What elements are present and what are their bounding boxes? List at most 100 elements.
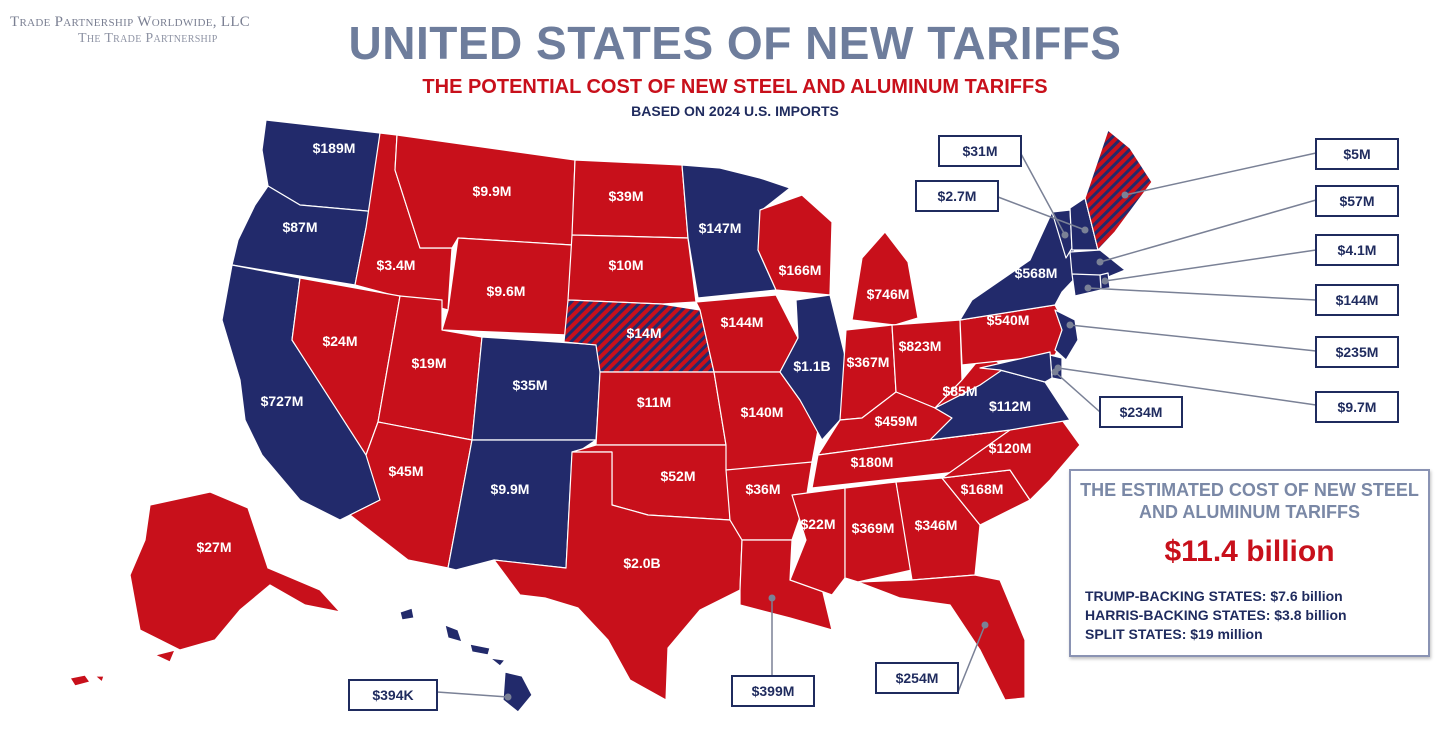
summary-box: THE ESTIMATED COST OF NEW STEEL AND ALUM…: [1069, 469, 1430, 657]
state-ak: [129, 491, 341, 651]
callout-leader-nh: [997, 196, 1086, 231]
callout-value-ct: $144M: [1336, 292, 1379, 308]
island-shape: [69, 674, 91, 687]
state-value-nm: $9.9M: [491, 481, 530, 497]
state-value-ny: $568M: [1015, 265, 1058, 281]
state-value-mi: $746M: [867, 286, 910, 302]
callout-leader-hi: [436, 691, 509, 698]
callout-dot-nh: [1081, 226, 1089, 234]
summary-line-split: SPLIT STATES: $19 million: [1085, 626, 1263, 642]
summary-line-harris: HARRIS-BACKING STATES: $3.8 billion: [1085, 607, 1347, 623]
callout-leader-md: [1054, 371, 1101, 413]
island-shape: [94, 675, 105, 683]
summary-line-trump: TRUMP-BACKING STATES: $7.6 billion: [1085, 588, 1343, 604]
state-value-ak: $27M: [196, 539, 231, 555]
island-shape: [399, 607, 415, 621]
state-value-va: $112M: [989, 398, 1031, 414]
callout-box-md: [1099, 396, 1183, 428]
callout-dot-ct: [1084, 284, 1092, 292]
state-value-mt: $9.9M: [473, 183, 512, 199]
state-ia: [695, 294, 799, 373]
data-basis-note: BASED ON 2024 U.S. IMPORTS: [631, 103, 839, 119]
state-value-al: $369M: [852, 520, 895, 536]
callout-box-de: [1315, 391, 1399, 423]
callout-box-hi: [348, 679, 438, 711]
state-value-mn: $147M: [699, 220, 742, 236]
state-value-wy: $9.6M: [487, 283, 526, 299]
state-value-wi: $166M: [779, 262, 822, 278]
state-value-ar: $36M: [745, 481, 780, 497]
state-value-or: $87M: [282, 219, 317, 235]
state-al: [844, 481, 913, 583]
state-value-ne: $14M: [626, 325, 661, 341]
callout-value-hi: $394K: [372, 687, 413, 703]
state-mi: [851, 231, 919, 326]
state-il: [779, 294, 847, 441]
callout-value-ma: $57M: [1339, 193, 1374, 209]
state-value-tn: $180M: [851, 454, 894, 470]
state-me: [1084, 129, 1153, 251]
callout-leader-ct: [1087, 287, 1317, 301]
callout-box-fl: [875, 662, 959, 694]
callout-dot-me: [1121, 191, 1129, 199]
state-value-co: $35M: [512, 377, 547, 393]
callout-value-de: $9.7M: [1338, 399, 1377, 415]
state-tx: [493, 451, 743, 701]
state-la: [739, 539, 833, 631]
state-value-wv: $85M: [942, 383, 977, 399]
state-value-sd: $10M: [608, 257, 643, 273]
island-shape: [469, 643, 491, 656]
callout-leader-fl: [957, 624, 986, 693]
state-ms: [789, 487, 846, 596]
callout-dot-md: [1051, 368, 1059, 376]
callout-leader-vt: [1019, 151, 1066, 236]
callout-dot-hi: [504, 693, 512, 701]
callout-box-ma: [1315, 185, 1399, 217]
callout-value-ri: $4.1M: [1338, 242, 1377, 258]
callout-dot-ri: [1101, 277, 1109, 285]
page-title: UNITED STATES OF NEW TARIFFS: [348, 17, 1122, 69]
state-value-nv: $24M: [322, 333, 357, 349]
callout-dot-fl: [981, 621, 989, 629]
callout-dot-la: [768, 594, 776, 602]
callout-leader-me: [1124, 152, 1317, 196]
state-ga: [895, 477, 981, 581]
callout-leader-nj: [1069, 324, 1317, 352]
callout-leader-de: [1057, 367, 1317, 406]
callout-box-vt: [938, 135, 1022, 167]
summary-breakdown: TRUMP-BACKING STATES: $7.6 billion HARRI…: [1085, 587, 1347, 644]
callout-dot-nj: [1066, 321, 1074, 329]
callout-value-nj: $235M: [1336, 344, 1379, 360]
callout-leader-ri: [1104, 249, 1317, 282]
callout-value-la: $399M: [752, 683, 795, 699]
callout-value-vt: $31M: [962, 143, 997, 159]
state-value-in: $367M: [847, 354, 890, 370]
org-name: Trade Partnership Worldwide, LLC: [10, 14, 251, 30]
callout-box-ct: [1315, 284, 1399, 316]
callout-leader-ma: [1099, 199, 1317, 263]
page-subtitle: THE POTENTIAL COST OF NEW STEEL AND ALUM…: [422, 76, 1048, 98]
state-md: [979, 351, 1053, 383]
state-value-ky: $459M: [875, 413, 918, 429]
state-value-ia: $144M: [721, 314, 764, 330]
callout-value-me: $5M: [1343, 146, 1370, 162]
state-sd: [567, 234, 697, 305]
state-value-sc: $168M: [961, 481, 1004, 497]
state-value-nd: $39M: [608, 188, 643, 204]
state-value-ks: $11M: [637, 394, 671, 410]
callout-box-nh: [915, 180, 999, 212]
island-shape: [154, 649, 176, 663]
state-value-oh: $823M: [899, 338, 942, 354]
org-subname: The Trade Partnership: [78, 31, 218, 46]
island-shape: [489, 657, 506, 667]
state-wy: [441, 237, 573, 336]
callout-value-nh: $2.7M: [938, 188, 977, 204]
callout-value-md: $234M: [1120, 404, 1163, 420]
state-value-az: $45M: [388, 463, 423, 479]
state-value-wa: $189M: [313, 140, 356, 156]
state-value-pa: $540M: [987, 312, 1030, 328]
summary-heading: THE ESTIMATED COST OF NEW STEEL AND ALUM…: [1080, 480, 1419, 522]
state-value-mo: $140M: [741, 404, 784, 420]
callout-dot-vt: [1061, 231, 1069, 239]
